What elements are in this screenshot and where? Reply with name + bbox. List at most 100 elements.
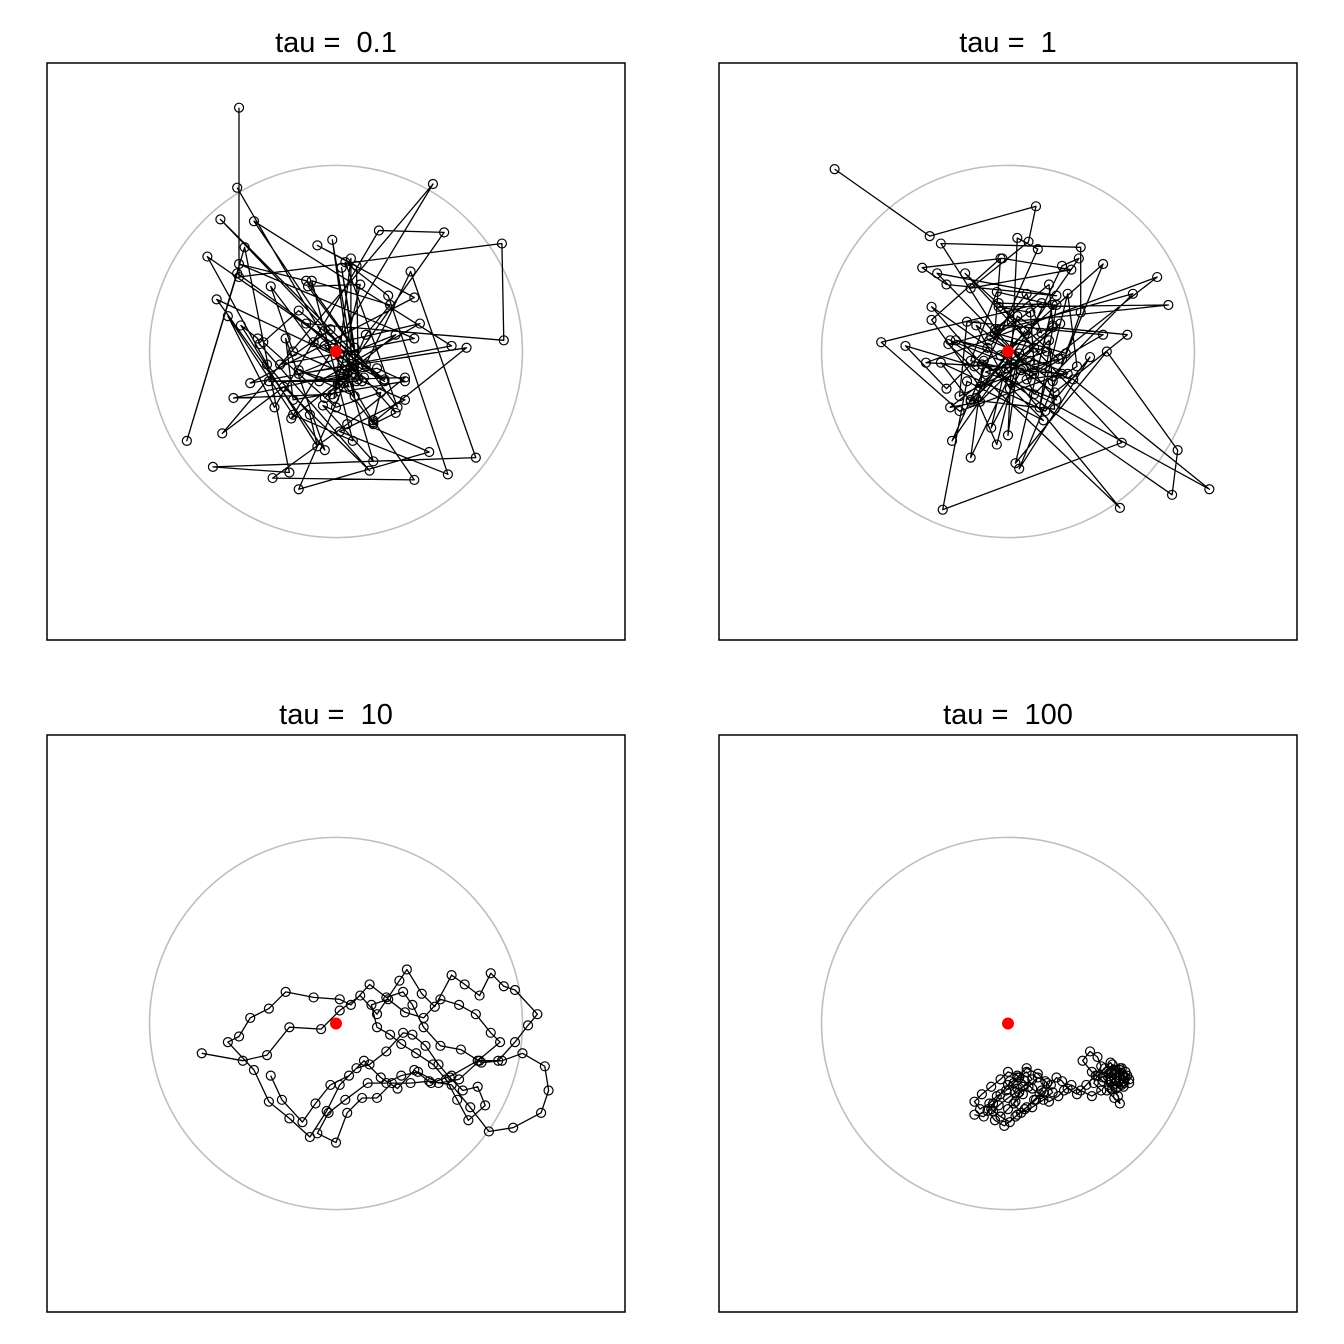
data-point bbox=[1084, 1046, 1096, 1057]
data-point bbox=[267, 472, 278, 484]
data-point bbox=[1204, 484, 1215, 495]
data-point bbox=[293, 365, 304, 376]
data-point bbox=[463, 1115, 474, 1126]
data-point bbox=[991, 286, 1002, 298]
data-point bbox=[470, 452, 481, 463]
plot-tau-1 bbox=[718, 62, 1298, 641]
data-point bbox=[485, 968, 496, 979]
reference-circle bbox=[148, 164, 524, 539]
data-point bbox=[396, 1038, 407, 1050]
data-point bbox=[265, 281, 276, 292]
data-point bbox=[239, 242, 250, 253]
data-point bbox=[1047, 299, 1058, 311]
data-point bbox=[381, 992, 392, 1003]
data-point bbox=[181, 435, 192, 446]
data-point bbox=[1109, 1092, 1120, 1104]
data-point bbox=[330, 402, 342, 413]
data-point bbox=[371, 1092, 383, 1104]
data-point bbox=[1038, 415, 1049, 426]
data-point bbox=[935, 238, 946, 249]
data-point bbox=[207, 461, 219, 472]
data-point bbox=[1066, 264, 1077, 275]
data-point bbox=[269, 402, 280, 413]
data-point bbox=[317, 400, 329, 411]
data-point bbox=[340, 1094, 351, 1105]
data-point bbox=[202, 251, 213, 262]
data-point bbox=[1092, 1051, 1103, 1063]
data-point bbox=[1027, 1074, 1038, 1085]
data-point bbox=[409, 333, 420, 344]
data-point bbox=[235, 320, 247, 331]
reference-point bbox=[1002, 1017, 1014, 1030]
data-point bbox=[941, 279, 952, 290]
data-point bbox=[1032, 1072, 1043, 1083]
data-point bbox=[1073, 253, 1084, 264]
data-point bbox=[424, 1076, 435, 1087]
data-point bbox=[522, 1020, 534, 1031]
plot-frame bbox=[718, 734, 1298, 1313]
data-point bbox=[217, 428, 228, 439]
path-line bbox=[834, 168, 1211, 511]
data-point bbox=[974, 1104, 986, 1115]
data-point bbox=[1114, 1098, 1125, 1109]
data-point bbox=[263, 1003, 274, 1014]
data-point bbox=[371, 1022, 383, 1033]
data-point bbox=[452, 1094, 463, 1105]
data-point bbox=[989, 327, 1001, 338]
data-point bbox=[1019, 325, 1030, 337]
data-point bbox=[293, 484, 304, 495]
data-point bbox=[327, 234, 338, 245]
data-point bbox=[360, 329, 371, 340]
data-point bbox=[935, 357, 946, 368]
data-point bbox=[407, 999, 418, 1010]
data-point bbox=[1101, 346, 1112, 357]
data-point bbox=[261, 359, 273, 370]
data-point bbox=[1118, 1081, 1129, 1092]
data-point bbox=[338, 368, 349, 379]
data-point bbox=[312, 441, 323, 452]
data-point bbox=[384, 299, 396, 311]
data-point bbox=[284, 467, 295, 478]
data-point bbox=[472, 1081, 483, 1092]
data-point bbox=[1088, 1077, 1099, 1089]
data-point bbox=[961, 376, 973, 387]
data-point bbox=[986, 331, 997, 342]
data-point bbox=[965, 452, 976, 463]
data-point bbox=[926, 301, 937, 312]
data-point bbox=[1127, 288, 1139, 299]
data-point bbox=[1008, 359, 1019, 370]
data-point bbox=[474, 990, 485, 1001]
data-point bbox=[1075, 1085, 1086, 1096]
data-point bbox=[989, 1115, 1001, 1126]
data-point bbox=[368, 417, 379, 428]
data-point bbox=[954, 405, 965, 417]
data-point bbox=[1056, 260, 1068, 271]
data-point bbox=[472, 1055, 483, 1066]
data-point bbox=[961, 316, 973, 327]
data-point bbox=[457, 1085, 468, 1096]
data-point bbox=[1112, 1081, 1124, 1092]
data-point bbox=[440, 1074, 452, 1085]
data-point bbox=[1086, 1090, 1098, 1102]
data-point bbox=[371, 1009, 383, 1020]
data-point bbox=[392, 1083, 403, 1094]
data-point bbox=[1017, 1081, 1029, 1092]
data-point bbox=[493, 1055, 504, 1066]
data-point bbox=[1053, 353, 1064, 365]
data-point bbox=[302, 281, 314, 292]
data-point bbox=[347, 435, 358, 446]
data-point bbox=[420, 1040, 431, 1051]
data-point bbox=[342, 1107, 353, 1118]
data-point bbox=[509, 984, 521, 996]
data-point bbox=[334, 426, 345, 437]
data-point bbox=[362, 1077, 373, 1089]
panel-tau-100: tau = 100 bbox=[672, 672, 1344, 1344]
data-point bbox=[1058, 1085, 1070, 1096]
data-point bbox=[1051, 394, 1062, 405]
data-point bbox=[1001, 1085, 1012, 1096]
data-point bbox=[401, 964, 412, 975]
data-point bbox=[1099, 1063, 1111, 1074]
data-point bbox=[993, 298, 1004, 309]
data-point bbox=[276, 1094, 288, 1105]
data-point bbox=[304, 1131, 315, 1143]
